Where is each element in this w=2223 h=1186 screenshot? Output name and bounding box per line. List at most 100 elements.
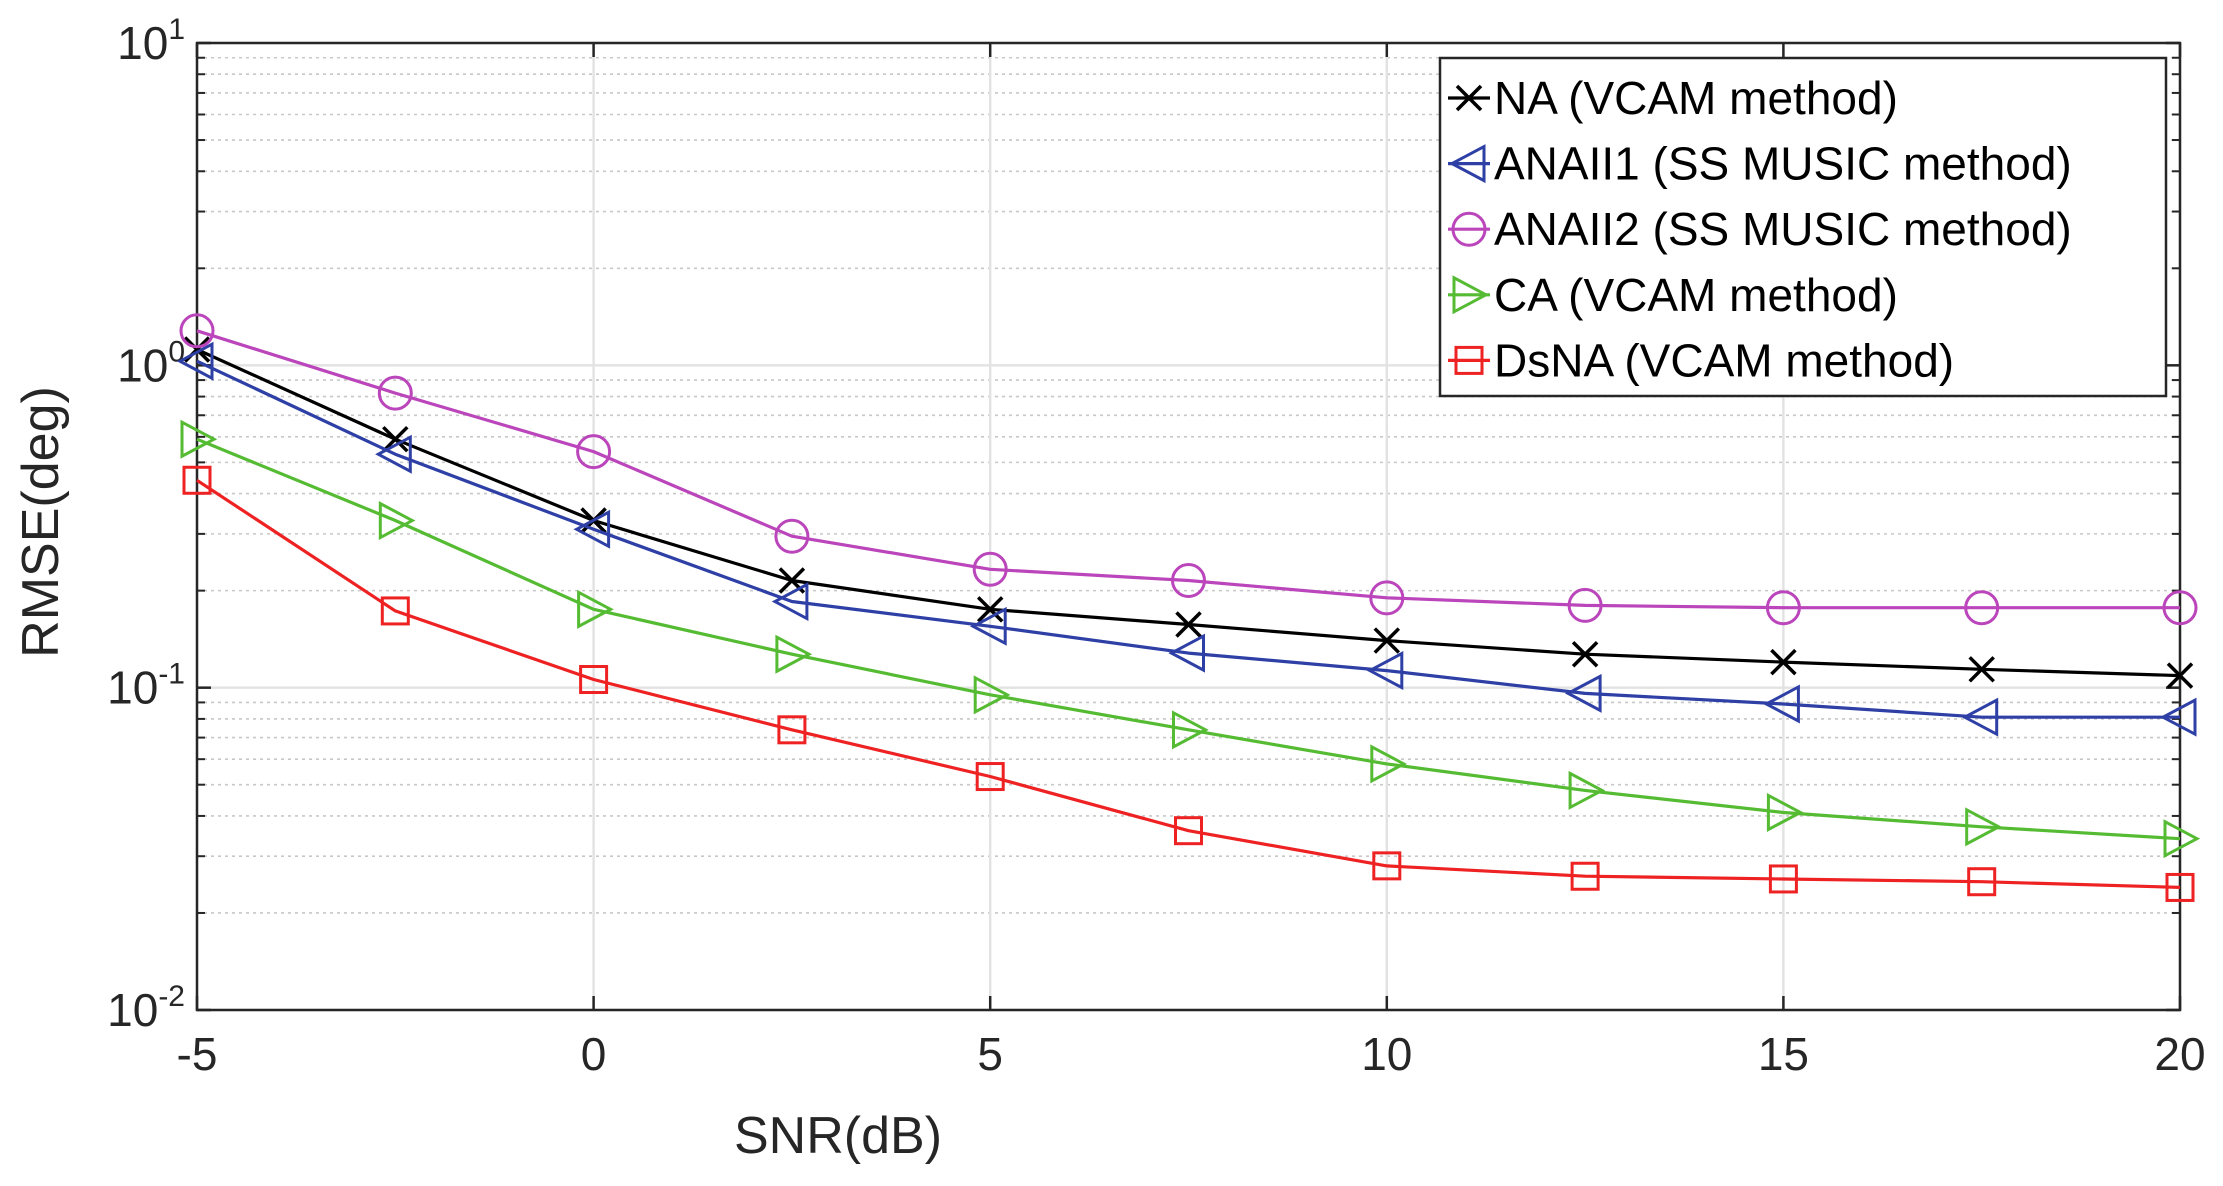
- legend-label: CA (VCAM method): [1494, 269, 1898, 321]
- marker-triangle-left: [771, 582, 809, 622]
- y-tick-label: 100: [117, 335, 185, 391]
- marker-triangle-left: [1448, 144, 1486, 184]
- legend-label: DsNA (VCAM method): [1494, 334, 1954, 386]
- marker-circle: [576, 434, 612, 470]
- marker-x-stroke: [1455, 84, 1483, 112]
- x-axis-title: SNR(dB): [734, 1107, 942, 1165]
- marker-circle: [377, 375, 413, 411]
- marker-triangle-right: [1568, 770, 1606, 810]
- marker-triangle-right: [1172, 710, 1209, 750]
- marker-triangle-right: [180, 419, 218, 459]
- series-line: [196, 329, 2180, 610]
- marker-circle: [2162, 590, 2198, 626]
- marker-x: [1968, 656, 1995, 683]
- marker-triangle-left: [176, 341, 214, 381]
- marker-x: [976, 596, 1004, 623]
- marker-square: [1174, 816, 1203, 846]
- axis-layer: -5 0 5 10 15 20 101 100 10-1 10-2: [107, 13, 2205, 1080]
- marker-triangle-left: [1168, 633, 1205, 673]
- y-tick-label: 10-2: [107, 980, 185, 1036]
- marker-x: [1770, 648, 1797, 676]
- series-0: [183, 336, 2194, 689]
- series-line: [196, 359, 2180, 719]
- marker-triangle-right: [1965, 807, 2002, 847]
- marker-circle: [1567, 587, 1603, 623]
- marker-x: [2166, 662, 2194, 689]
- marker-x-stroke: [2166, 662, 2194, 689]
- legend-entry: ANAII1 (SS MUSIC method): [1448, 138, 2072, 190]
- marker-x: [382, 425, 409, 453]
- marker-x-stroke: [382, 425, 409, 453]
- plot-frame: [195, 41, 2182, 1012]
- legend: NA (VCAM method) ANAII1 (SS MUSIC method)…: [1438, 56, 2168, 398]
- marker-circle: [774, 518, 810, 554]
- marker-square: [777, 715, 807, 745]
- marker-circle: [1171, 563, 1206, 599]
- marker-triangle-right: [577, 589, 614, 629]
- series-line: [196, 478, 2181, 889]
- marker-square: [2165, 872, 2195, 902]
- marker-triangle-right: [973, 675, 1011, 715]
- marker-square: [579, 665, 609, 695]
- marker-triangle-left: [1961, 697, 1999, 737]
- marker-triangle-left: [1366, 651, 1404, 691]
- marker-x: [1175, 611, 1202, 638]
- marker-triangle-left: [2159, 697, 2197, 737]
- legend-entry: NA (VCAM method): [1448, 72, 1898, 124]
- marker-circle: [1964, 590, 2000, 626]
- marker-x: [1571, 640, 1599, 668]
- x-tick-label: -5: [177, 1028, 218, 1080]
- x-tick-label: 10: [1361, 1028, 1412, 1080]
- marker-square: [1570, 861, 1600, 891]
- marker-triangle-left: [375, 434, 412, 474]
- legend-entry: CA (VCAM method): [1448, 269, 1898, 321]
- marker-triangle-left: [1763, 684, 1800, 724]
- y-axis-title: RMSE(deg): [12, 386, 70, 658]
- legend-label: ANAII1 (SS MUSIC method): [1494, 138, 2072, 190]
- marker-square: [975, 762, 1005, 792]
- marker-triangle-left: [970, 606, 1007, 646]
- marker-x-stroke: [1175, 611, 1202, 638]
- x-tick-label: 20: [2154, 1028, 2205, 1080]
- marker-x-stroke: [976, 596, 1004, 623]
- marker-x: [1455, 84, 1483, 112]
- series-2: [179, 313, 2198, 626]
- marker-x-stroke: [1373, 627, 1401, 654]
- marker-circle: [179, 313, 215, 349]
- marker-square: [1768, 864, 1798, 894]
- legend-entry: DsNA (VCAM method): [1448, 334, 1954, 386]
- marker-square: [1372, 851, 1402, 881]
- series-4: [182, 465, 2195, 902]
- y-tick-label: 10-1: [107, 658, 185, 714]
- marker-circle: [1451, 211, 1487, 247]
- marker-square: [182, 465, 212, 495]
- marker-square: [1454, 345, 1484, 375]
- series-line: [196, 437, 2181, 841]
- marker-triangle-left: [1564, 673, 1602, 713]
- x-tick-label: 15: [1758, 1028, 1809, 1080]
- x-tick-label: 5: [977, 1028, 1003, 1080]
- marker-triangle-right: [378, 501, 416, 541]
- series-layer: [176, 313, 2201, 902]
- marker-square: [1967, 867, 1997, 897]
- legend-label: ANAII2 (SS MUSIC method): [1494, 203, 2072, 255]
- marker-triangle-right: [2163, 819, 2201, 859]
- marker-triangle-right: [1452, 275, 1490, 315]
- marker-x-stroke: [1968, 656, 1995, 683]
- marker-triangle-right: [1766, 792, 1804, 832]
- series-1: [176, 341, 2197, 737]
- marker-circle: [1765, 590, 1801, 626]
- marker-x-stroke: [778, 567, 806, 594]
- marker-x: [1373, 627, 1401, 654]
- legend-box: [1438, 56, 2168, 398]
- marker-triangle-right: [1370, 744, 1407, 784]
- legend-label: NA (VCAM method): [1494, 72, 1898, 124]
- legend-entry: ANAII2 (SS MUSIC method): [1448, 203, 2072, 255]
- marker-circle: [972, 551, 1008, 587]
- y-tick-label: 101: [117, 13, 185, 69]
- series-3: [180, 419, 2201, 859]
- x-tick-label: 0: [581, 1028, 607, 1080]
- marker-square: [380, 596, 410, 626]
- marker-triangle-left: [573, 509, 611, 549]
